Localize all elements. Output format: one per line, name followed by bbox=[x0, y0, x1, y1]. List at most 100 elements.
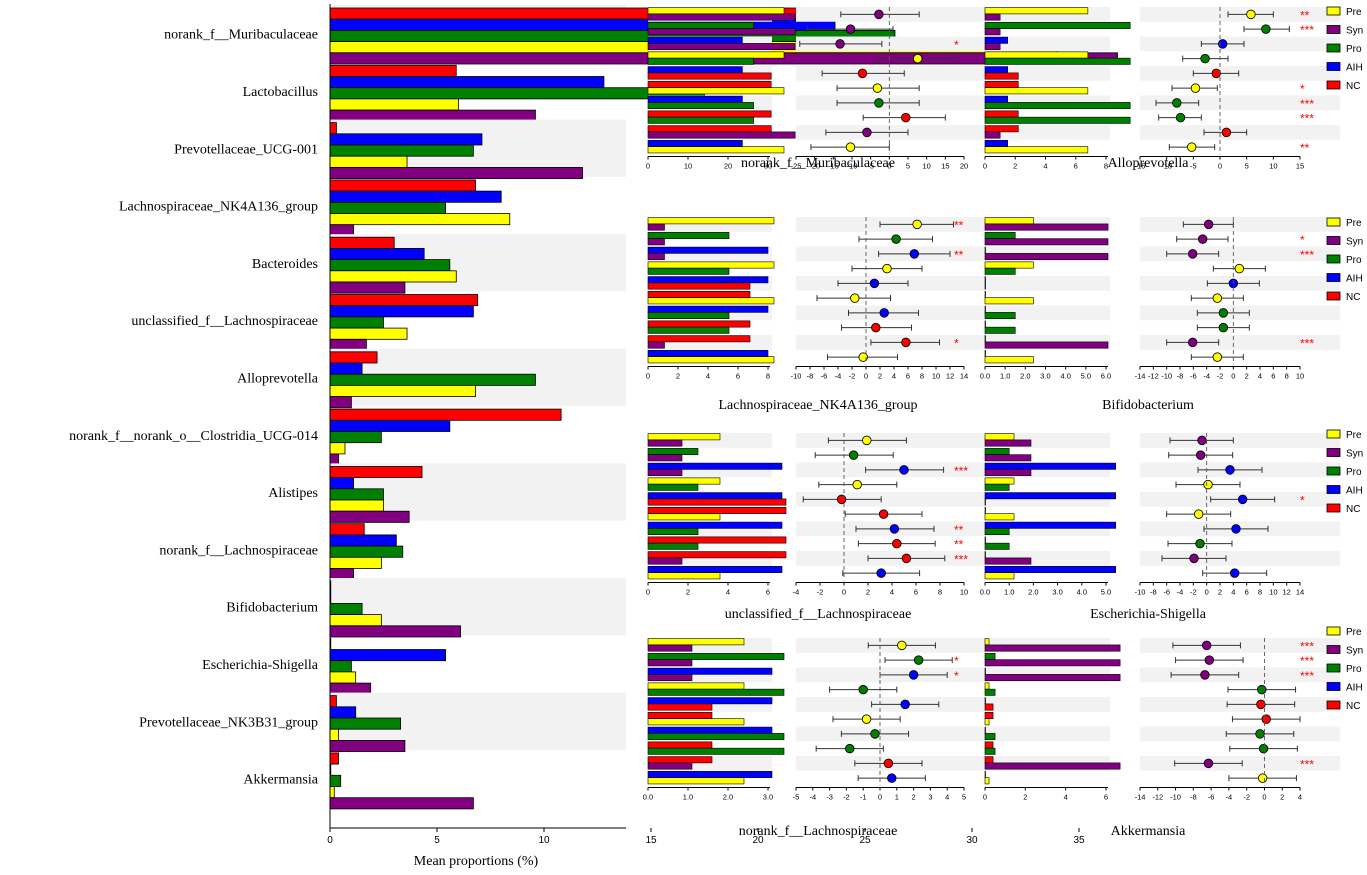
main-bar-pro bbox=[329, 316, 384, 329]
ci-xtick-label: -2 bbox=[817, 588, 824, 597]
legend-label: Pre bbox=[1346, 7, 1362, 18]
effect-point bbox=[870, 729, 880, 739]
legend-label: Pre bbox=[1346, 430, 1362, 441]
panel-band bbox=[985, 697, 1110, 712]
main-category-label: Lachnospiraceae_NK4A136_group bbox=[119, 200, 318, 215]
pair-bar-aih bbox=[647, 36, 743, 44]
ci-xtick-label: 14 bbox=[1296, 588, 1304, 597]
pair-bar-pre bbox=[647, 217, 775, 225]
pair-bar-pro bbox=[984, 57, 1131, 65]
bar-xtick-label: 1.0 bbox=[1004, 588, 1014, 597]
pair-bar-nc bbox=[984, 81, 1019, 88]
ci-xtick-label: 2 bbox=[878, 372, 882, 381]
pair-bar-pre bbox=[984, 682, 990, 690]
main-bar-nc bbox=[329, 179, 476, 192]
pairwise-panels: *0 10 20 30 -25 -20 -15 -10 -5 0 5 10 15 20norank_f__… bbox=[643, 7, 1340, 839]
main-bar-aih bbox=[329, 477, 354, 490]
ci-xtick-label: -10 bbox=[1135, 588, 1146, 597]
pair-bar-nc bbox=[647, 72, 772, 80]
ci-xtick-label: 6 bbox=[1245, 588, 1249, 597]
pair-bar-nc bbox=[647, 703, 713, 711]
main-bar-aih bbox=[329, 362, 363, 375]
pair-bar-pro bbox=[984, 267, 1016, 275]
significance-mark: *** bbox=[1300, 336, 1314, 350]
ci-xtick-label: -14 bbox=[1135, 372, 1146, 381]
significance-mark: * bbox=[954, 669, 959, 683]
main-bar-pro bbox=[329, 488, 384, 501]
legend-swatch-pro bbox=[1326, 663, 1341, 673]
effect-point bbox=[899, 465, 909, 475]
effect-point bbox=[912, 219, 922, 230]
pair-bar-aih bbox=[647, 95, 743, 103]
main-bar-aih bbox=[329, 649, 446, 662]
effect-point bbox=[1200, 53, 1210, 64]
legend-label: Syn bbox=[1346, 237, 1363, 248]
effect-point bbox=[1190, 83, 1201, 93]
effect-point bbox=[901, 337, 911, 348]
effect-point bbox=[900, 699, 910, 710]
effect-point bbox=[1211, 68, 1221, 79]
pair-bar-nc bbox=[984, 703, 994, 711]
bar-xtick-label: 8 bbox=[766, 372, 770, 381]
pair-bar-aih bbox=[647, 246, 769, 254]
panel-lachnospiraceae-nk4a136-group: *****0 2 4 6 8 -10 -8 -6 -4 -2 0 2 4 6 8 10 12 14Lachnosp… bbox=[646, 217, 1004, 413]
main-bar-aih bbox=[329, 247, 425, 260]
ci-xtick-label: -15 bbox=[1135, 162, 1146, 171]
ci-xtick-label: -8 bbox=[1177, 372, 1184, 381]
legend-label: Pre bbox=[1346, 218, 1362, 229]
pair-bar-pre bbox=[647, 682, 745, 690]
effect-point bbox=[1258, 743, 1269, 754]
pair-bar-nc bbox=[984, 756, 994, 764]
legend-swatch-nc bbox=[1326, 700, 1341, 710]
effect-point bbox=[835, 39, 845, 49]
bar-xtick-label: 6 bbox=[1074, 162, 1078, 171]
ci-xtick-label: -5 bbox=[1190, 162, 1197, 171]
pair-bar-syn bbox=[647, 644, 693, 652]
ci-xtick-label: -4 bbox=[1177, 588, 1184, 597]
effect-point bbox=[1261, 714, 1271, 724]
significance-mark: * bbox=[1300, 82, 1305, 96]
main-bar-aih bbox=[329, 133, 483, 146]
significance-mark: *** bbox=[1300, 654, 1314, 668]
main-bar-pre bbox=[329, 671, 357, 684]
pair-bar-pro bbox=[984, 688, 996, 696]
ci-xtick-label: -8 bbox=[1150, 588, 1157, 597]
panel-title: Lachnospiraceae_NK4A136_group bbox=[718, 398, 917, 413]
ci-xtick-label: -2 bbox=[849, 372, 856, 381]
pair-bar-syn bbox=[984, 674, 1121, 682]
bar-xtick-label: 4 bbox=[726, 588, 730, 597]
bar-xtick-label: 6 bbox=[1104, 793, 1108, 802]
ci-xtick-label: 0 bbox=[1205, 588, 1209, 597]
effect-point bbox=[1237, 494, 1248, 505]
significance-mark: *** bbox=[954, 464, 968, 478]
bar-xtick-label: 2.0 bbox=[1020, 372, 1030, 381]
ci-xtick-label: 0 bbox=[1262, 793, 1266, 802]
main-bar-pro bbox=[329, 259, 451, 272]
panel-band bbox=[1140, 433, 1340, 448]
main-bar-pre bbox=[329, 556, 382, 569]
effect-point bbox=[1172, 98, 1182, 108]
bar-xtick-label: 6 bbox=[766, 588, 770, 597]
pair-bar-pre bbox=[647, 261, 775, 269]
ci-xtick-label: 5 bbox=[1245, 162, 1249, 171]
ci-xtick-label: -10 bbox=[1170, 793, 1181, 802]
ci-xtick-label: -12 bbox=[1152, 793, 1163, 802]
legend-swatch-aih bbox=[1326, 682, 1341, 691]
effect-point bbox=[845, 24, 856, 34]
pair-bar-aih bbox=[647, 521, 783, 529]
main-category-label: Alloprevotella bbox=[237, 371, 319, 386]
legend: Pre Syn Pro AIH NC bbox=[1326, 217, 1363, 303]
pair-bar-aih bbox=[647, 492, 783, 500]
ci-xtick-label: 6 bbox=[914, 588, 918, 597]
pair-bar-pro bbox=[647, 542, 699, 550]
ci-xtick-label: -5 bbox=[867, 162, 874, 171]
main-xtick-label: 25 bbox=[859, 835, 871, 846]
main-bar-chart: norank_f__Muribaculaceae Lactobacillus Pre… bbox=[69, 4, 1118, 846]
main-bar-pro bbox=[329, 603, 363, 616]
pair-bar-aih bbox=[647, 140, 743, 147]
pair-bar-aih bbox=[984, 566, 1116, 573]
main-bar-pro bbox=[329, 660, 352, 673]
legend-label: AIH bbox=[1346, 486, 1363, 497]
ci-xtick-label: -10 bbox=[791, 372, 802, 381]
main-category-label: Bifidobacterium bbox=[226, 601, 318, 616]
